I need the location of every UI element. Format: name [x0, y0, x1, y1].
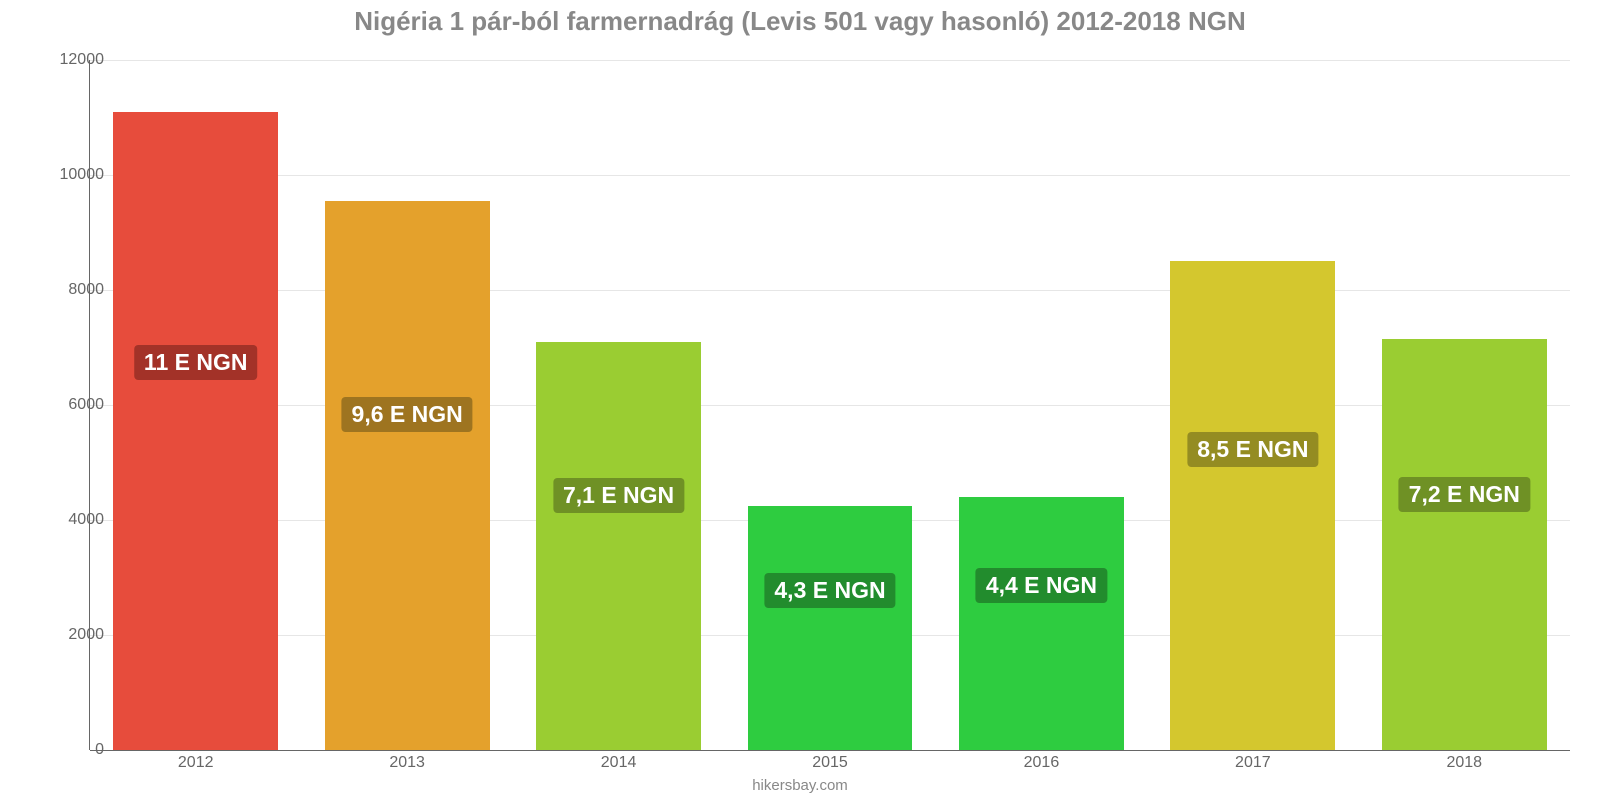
bar-value-label: 8,5 E NGN [1187, 432, 1318, 467]
bar [325, 201, 490, 750]
grid-line [90, 405, 1570, 406]
plot-area: 11 E NGN 9,6 E NGN 7,1 E NGN 4,3 E NGN 4,4 E… [90, 60, 1570, 750]
grid-line [90, 175, 1570, 176]
y-tick-label: 6000 [68, 396, 104, 414]
bar-value-label: 7,1 E NGN [553, 478, 684, 513]
bar [1382, 339, 1547, 750]
y-tick-label: 0 [95, 741, 104, 759]
bar [1170, 261, 1335, 750]
attribution-text: hikersbay.com [0, 777, 1600, 794]
y-tick-label: 10000 [60, 166, 105, 184]
x-axis [90, 750, 1570, 751]
y-tick-label: 8000 [68, 281, 104, 299]
bar-value-label: 4,4 E NGN [976, 568, 1107, 603]
x-tick-label: 2017 [1235, 754, 1271, 772]
y-tick-label: 12000 [60, 51, 105, 69]
x-tick-label: 2013 [389, 754, 425, 772]
bar [113, 112, 278, 750]
bar-value-label: 4,3 E NGN [764, 573, 895, 608]
x-tick-label: 2018 [1446, 754, 1482, 772]
x-tick-label: 2016 [1024, 754, 1060, 772]
bar [959, 497, 1124, 750]
x-tick-label: 2014 [601, 754, 637, 772]
bar [748, 506, 913, 750]
x-tick-label: 2015 [812, 754, 848, 772]
chart-container: Nigéria 1 pár-ból farmernadrág (Levis 50… [0, 0, 1600, 800]
grid-line [90, 60, 1570, 61]
y-tick-label: 4000 [68, 511, 104, 529]
grid-line [90, 290, 1570, 291]
bar-value-label: 11 E NGN [134, 345, 258, 380]
y-tick-label: 2000 [68, 626, 104, 644]
bar [536, 342, 701, 750]
chart-title: Nigéria 1 pár-ból farmernadrág (Levis 50… [0, 6, 1600, 37]
x-tick-label: 2012 [178, 754, 214, 772]
bar-value-label: 7,2 E NGN [1399, 477, 1530, 512]
bar-value-label: 9,6 E NGN [342, 397, 473, 432]
